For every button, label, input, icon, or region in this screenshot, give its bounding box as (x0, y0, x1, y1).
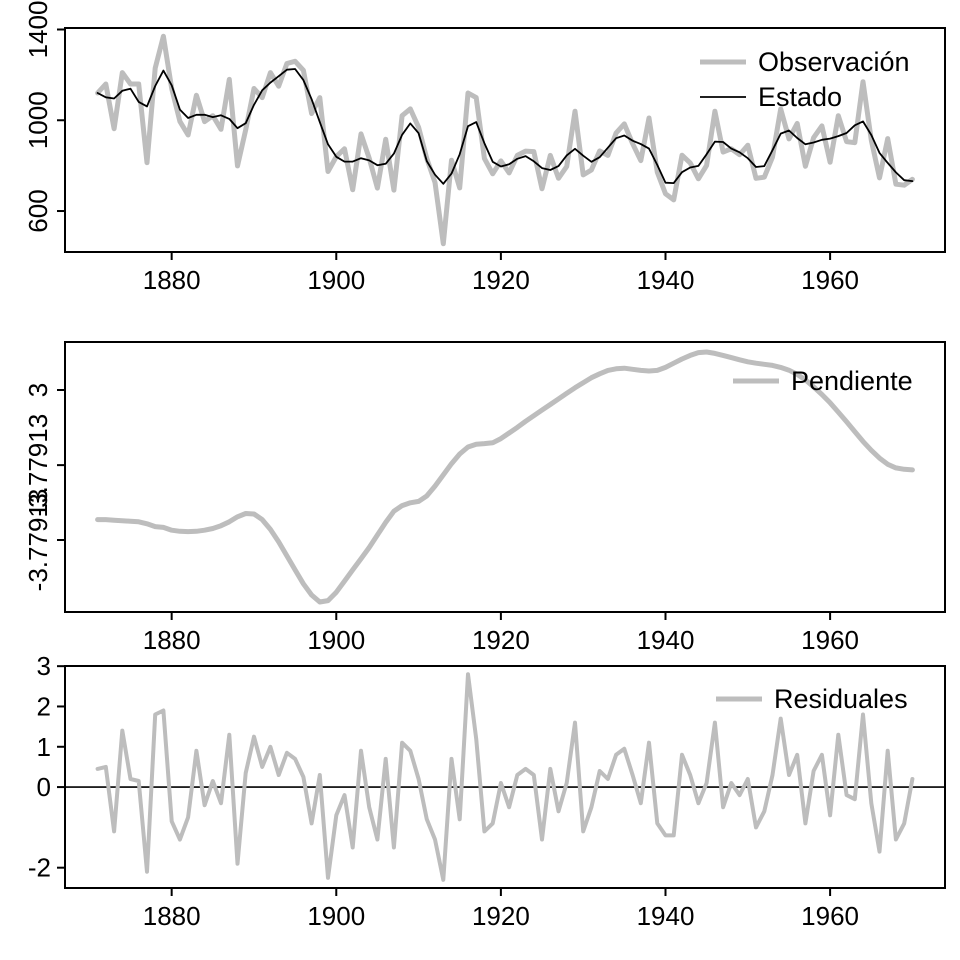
x-tick-label: 1960 (801, 265, 859, 295)
legend-observacion-estado: Observación Estado (700, 47, 910, 112)
x-tick-label: 1940 (637, 901, 695, 931)
panel-pendiente: 1880 1900 1920 1940 1960 3 -3.77913-3.77913 (23, 341, 946, 655)
panel-residuales: 1880 1900 1920 1940 1960 3 2 1 0 -2 (28, 651, 946, 931)
panel-observacion: 1880 1900 1920 1940 1960 600 1000 1400 (23, 1, 946, 295)
x-tick-label: 1960 (801, 901, 859, 931)
legend-pendiente: Pendiente (733, 366, 913, 396)
legend-label-pendiente: Pendiente (791, 366, 913, 396)
x-tick-label: 1920 (472, 901, 530, 931)
y-tick-label: 600 (23, 189, 53, 232)
legend-label-estado: Estado (758, 82, 842, 112)
x-tick-label: 1940 (637, 265, 695, 295)
x-tick-label: 1960 (801, 625, 859, 655)
x-tick-label: 1900 (307, 901, 365, 931)
series-pendiente (95, 349, 915, 605)
y-tick-label: -3.77913 (23, 414, 53, 517)
x-tick-label: 1940 (637, 625, 695, 655)
x-tick-label: 1880 (143, 901, 201, 931)
y-tick-label: -3.77913 (23, 489, 53, 592)
plot-box (64, 27, 946, 253)
y-tick-label: 1400 (23, 1, 53, 59)
series-residuales (95, 672, 915, 882)
x-tick-label: 1880 (143, 265, 201, 295)
y-tick-label: 1 (37, 732, 51, 762)
legend-label-observacion: Observación (758, 47, 910, 77)
y-tick-label: 1000 (23, 91, 53, 149)
x-tick-label: 1900 (307, 625, 365, 655)
plot-box (64, 665, 946, 889)
y-tick-label: 0 (37, 772, 51, 802)
legend-label-residuales: Residuales (774, 684, 908, 714)
x-tick-label: 1880 (143, 625, 201, 655)
series-estado (96, 68, 914, 185)
x-tick-label: 1920 (472, 625, 530, 655)
y-tick-label: 3 (37, 651, 51, 681)
y-tick-label: 2 (37, 691, 51, 721)
legend-residuales: Residuales (716, 684, 908, 714)
y-tick-label: -2 (28, 853, 51, 883)
x-tick-label: 1900 (307, 265, 365, 295)
plot-box (64, 341, 946, 613)
x-tick-label: 1920 (472, 265, 530, 295)
y-tick-label: 3 (23, 383, 53, 397)
